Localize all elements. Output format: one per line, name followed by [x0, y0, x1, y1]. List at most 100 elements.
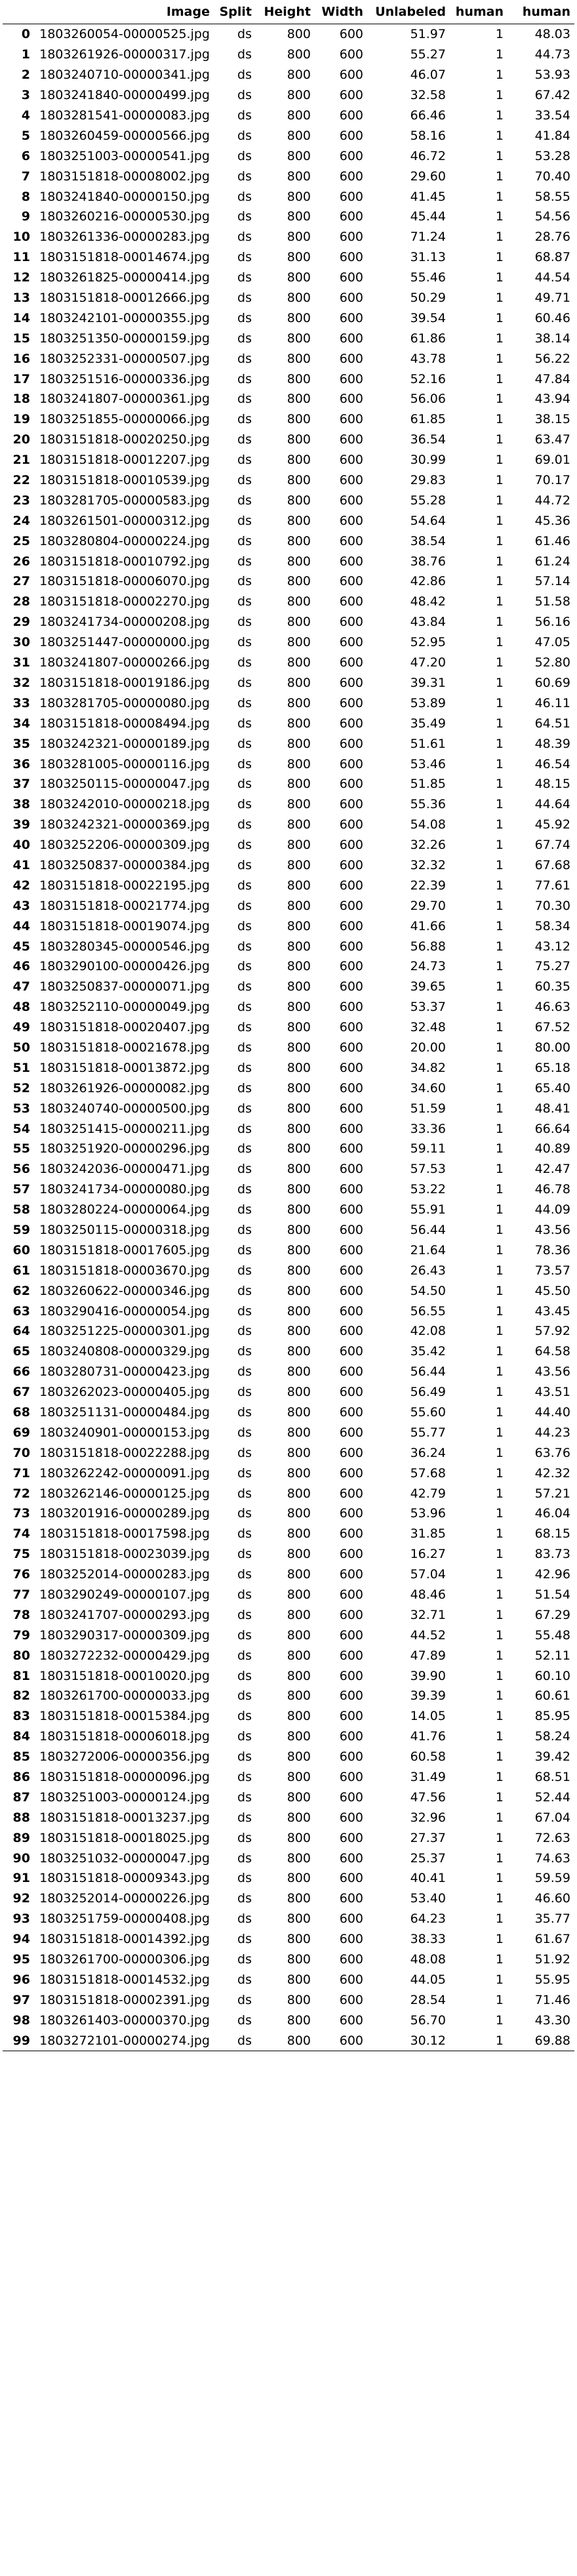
human-count-value: 1: [495, 1303, 504, 1319]
split-value: ds: [237, 1202, 252, 1217]
height-value: 800: [287, 756, 311, 771]
width-value: 600: [339, 1303, 363, 1319]
human-count-value: 1: [495, 1182, 504, 1197]
human-percent-value: 67.42: [534, 88, 570, 103]
unlabeled-value: 56.55: [410, 1303, 446, 1319]
width-value: 600: [339, 331, 363, 346]
width-value: 600: [339, 1607, 363, 1622]
unlabeled-value: 57.53: [410, 1162, 446, 1177]
image-filename: 1803240808-00000329.jpg: [39, 1344, 210, 1359]
height-value: 800: [287, 675, 311, 690]
unlabeled-value: 32.48: [410, 1020, 446, 1035]
table-row: 4 1803281541-00000083.jpg ds 800 600 66.46 1 33…: [3, 106, 574, 126]
height-value: 800: [287, 1182, 311, 1197]
unlabeled-value: 22.39: [410, 878, 446, 893]
row-index: 58: [12, 1202, 30, 1217]
row-index: 26: [12, 554, 30, 569]
split-value: ds: [237, 1912, 252, 1927]
human-percent-value: 52.44: [534, 1789, 570, 1805]
table-row: 77 1803290249-00000107.jpg ds 800 600 48.46 1 5…: [3, 1585, 574, 1605]
unlabeled-value: 25.37: [410, 1850, 446, 1866]
split-value: ds: [237, 817, 252, 832]
width-value: 600: [339, 1445, 363, 1460]
image-filename: 1803151818-00012207.jpg: [39, 453, 210, 468]
unlabeled-value: 42.79: [410, 1486, 446, 1501]
width-value: 600: [339, 1141, 363, 1156]
human-percent-value: 47.05: [534, 635, 570, 650]
height-value: 800: [287, 1607, 311, 1622]
image-filename: 1803151818-00022195.jpg: [39, 878, 210, 893]
table-row: 29 1803241734-00000208.jpg ds 800 600 43.84 1 5…: [3, 612, 574, 632]
unlabeled-value: 39.31: [410, 675, 446, 690]
width-value: 600: [339, 675, 363, 690]
width-value: 600: [339, 1506, 363, 1521]
unlabeled-value: 55.46: [410, 270, 446, 285]
human-count-value: 1: [495, 1871, 504, 1886]
table-row: 76 1803252014-00000283.jpg ds 800 600 57.04 1 4…: [3, 1564, 574, 1585]
width-value: 600: [339, 898, 363, 913]
unlabeled-value: 41.76: [410, 1729, 446, 1744]
table-row: 46 1803290100-00000426.jpg ds 800 600 24.73 1 7…: [3, 956, 574, 977]
header-row: Image Split Height Width Unlabeled human…: [3, 0, 574, 24]
width-value: 600: [339, 47, 363, 62]
width-value: 600: [339, 1688, 363, 1704]
height-value: 800: [287, 108, 311, 123]
human-percent-value: 53.93: [534, 68, 570, 83]
row-index: 62: [12, 1283, 30, 1298]
image-filename: 1803280731-00000423.jpg: [39, 1364, 210, 1380]
unlabeled-value: 43.78: [410, 351, 446, 366]
human-count-value: 1: [495, 554, 504, 569]
table-row: 36 1803281005-00000116.jpg ds 800 600 53.46 1 4…: [3, 754, 574, 774]
split-value: ds: [237, 1729, 252, 1744]
image-filename: 1803240740-00000500.jpg: [39, 1101, 210, 1116]
image-filename: 1803261926-00000317.jpg: [39, 47, 210, 62]
image-filename: 1803251516-00000336.jpg: [39, 371, 210, 386]
table-row: 91 1803151818-00009343.jpg ds 800 600 40.41 1 5…: [3, 1868, 574, 1889]
unlabeled-value: 29.83: [410, 473, 446, 488]
table-row: 23 1803281705-00000583.jpg ds 800 600 55.28 1 4…: [3, 490, 574, 510]
image-filename: 1803272006-00000356.jpg: [39, 1749, 210, 1765]
width-value: 600: [339, 838, 363, 853]
height-value: 800: [287, 1912, 311, 1927]
table-row: 51 1803151818-00013872.jpg ds 800 600 34.82 1 6…: [3, 1057, 574, 1078]
width-value: 600: [339, 1912, 363, 1927]
row-index: 30: [12, 635, 30, 650]
human-count-value: 1: [495, 1770, 504, 1785]
image-filename: 1803151818-00013237.jpg: [39, 1810, 210, 1825]
human-percent-value: 35.77: [534, 1912, 570, 1927]
row-index: 91: [12, 1871, 30, 1886]
row-index: 25: [12, 533, 30, 548]
row-index: 93: [12, 1912, 30, 1927]
height-value: 800: [287, 473, 311, 488]
split-value: ds: [237, 1162, 252, 1177]
split-value: ds: [237, 1080, 252, 1095]
height-value: 800: [287, 979, 311, 994]
human-count-value: 1: [495, 1425, 504, 1440]
split-value: ds: [237, 1324, 252, 1339]
width-value: 600: [339, 128, 363, 143]
image-filename: 1803151818-00014532.jpg: [39, 1972, 210, 1987]
split-value: ds: [237, 615, 252, 630]
height-value: 800: [287, 655, 311, 670]
height-value: 800: [287, 898, 311, 913]
image-filename: 1803241707-00000293.jpg: [39, 1607, 210, 1622]
human-percent-value: 66.64: [534, 1121, 570, 1136]
human-percent-value: 44.23: [534, 1425, 570, 1440]
split-value: ds: [237, 108, 252, 123]
row-index: 35: [12, 736, 30, 751]
human-percent-value: 60.69: [534, 675, 570, 690]
image-filename: 1803262146-00000125.jpg: [39, 1486, 210, 1501]
human-count-value: 1: [495, 1101, 504, 1116]
height-value: 800: [287, 1648, 311, 1663]
human-percent-value: 60.35: [534, 979, 570, 994]
split-value: ds: [237, 959, 252, 974]
row-index: 7: [21, 169, 30, 184]
split-value: ds: [237, 1000, 252, 1015]
unlabeled-value: 32.96: [410, 1810, 446, 1825]
row-index: 31: [12, 655, 30, 670]
split-value: ds: [237, 27, 252, 42]
width-value: 600: [339, 1040, 363, 1055]
image-filename: 1803252014-00000283.jpg: [39, 1567, 210, 1582]
row-index: 41: [12, 857, 30, 872]
human-percent-value: 46.11: [534, 695, 570, 710]
